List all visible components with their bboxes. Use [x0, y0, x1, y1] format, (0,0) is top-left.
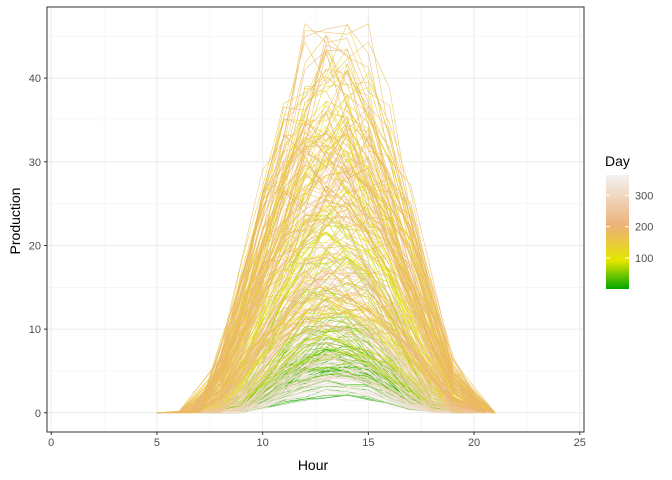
series-line [167, 207, 496, 414]
series-line [177, 49, 496, 414]
series-line [177, 228, 496, 414]
x-axis-title: Hour [298, 457, 329, 473]
series-line [199, 334, 454, 414]
x-tick-label: 10 [257, 437, 269, 449]
series-line [156, 202, 485, 414]
series-line [156, 69, 496, 414]
series-line [178, 321, 496, 414]
x-tick-label: 20 [468, 437, 480, 449]
series-line [177, 231, 496, 414]
legend-title: Day [605, 153, 630, 169]
series-line [230, 383, 443, 414]
series-line [188, 251, 475, 414]
series-line [188, 212, 496, 414]
series-line [156, 274, 496, 414]
colorbar-label: 300 [635, 190, 653, 202]
colorbar [606, 175, 629, 289]
x-tick-label: 25 [574, 437, 586, 449]
series-line [156, 292, 485, 414]
x-axis: 0 5 10 15 20 25 [48, 432, 586, 449]
series-line [156, 24, 485, 414]
y-tick-label: 0 [35, 408, 41, 420]
series-line [167, 216, 485, 414]
x-tick-label: 15 [362, 437, 374, 449]
panel-border [46, 6, 585, 433]
series-lines [46, 6, 585, 433]
series-line [188, 127, 496, 414]
series-line [167, 121, 485, 414]
series-line [199, 351, 464, 414]
series-line [199, 389, 443, 414]
series-line [188, 269, 485, 414]
series-line [167, 315, 496, 414]
series-line [209, 361, 475, 414]
series-line [178, 314, 475, 414]
series-line [167, 195, 496, 414]
series-line [167, 124, 496, 414]
y-axis: 0 10 20 30 40 [29, 73, 47, 420]
series-line [230, 397, 453, 414]
x-tick-label: 0 [48, 437, 54, 449]
series-line [230, 380, 453, 414]
series-line [199, 329, 464, 414]
series-line [199, 368, 464, 414]
series-line [209, 374, 453, 414]
series-line [188, 298, 485, 414]
series-line [167, 198, 485, 414]
series-line [167, 171, 496, 414]
series-line [209, 331, 475, 414]
series-line [188, 275, 496, 414]
series-line [199, 350, 464, 414]
series-line [156, 62, 485, 414]
x-tick-label: 5 [154, 437, 160, 449]
series-line [167, 245, 496, 414]
legend: Day 100 200 300 [605, 153, 653, 289]
y-tick-label: 30 [29, 157, 41, 169]
y-axis-title: Production [7, 188, 23, 255]
series-line [220, 378, 443, 414]
y-tick-label: 10 [29, 324, 41, 336]
series-line [167, 292, 485, 414]
colorbar-ticks: 100 200 300 [606, 190, 653, 265]
series-line [188, 122, 496, 414]
series-line [167, 206, 485, 414]
series-line [199, 389, 443, 414]
series-line [188, 270, 485, 414]
series-line [156, 185, 485, 414]
colorbar-label: 100 [635, 253, 653, 265]
series-line [209, 352, 475, 414]
y-tick-label: 20 [29, 240, 41, 252]
series-line [178, 343, 485, 414]
series-line [167, 200, 485, 414]
series-line [188, 288, 485, 414]
series-line [167, 167, 496, 414]
series-line [156, 23, 485, 414]
series-line [156, 76, 485, 414]
series-line [178, 341, 464, 414]
series-line [167, 87, 496, 414]
series-line [167, 129, 485, 414]
series-line [156, 145, 485, 414]
series-line [188, 267, 485, 414]
series-line [178, 351, 475, 414]
series-line [156, 155, 496, 414]
colorbar-label: 200 [635, 222, 653, 234]
series-line [209, 352, 475, 414]
y-tick-label: 40 [29, 73, 41, 85]
series-line [178, 312, 485, 414]
